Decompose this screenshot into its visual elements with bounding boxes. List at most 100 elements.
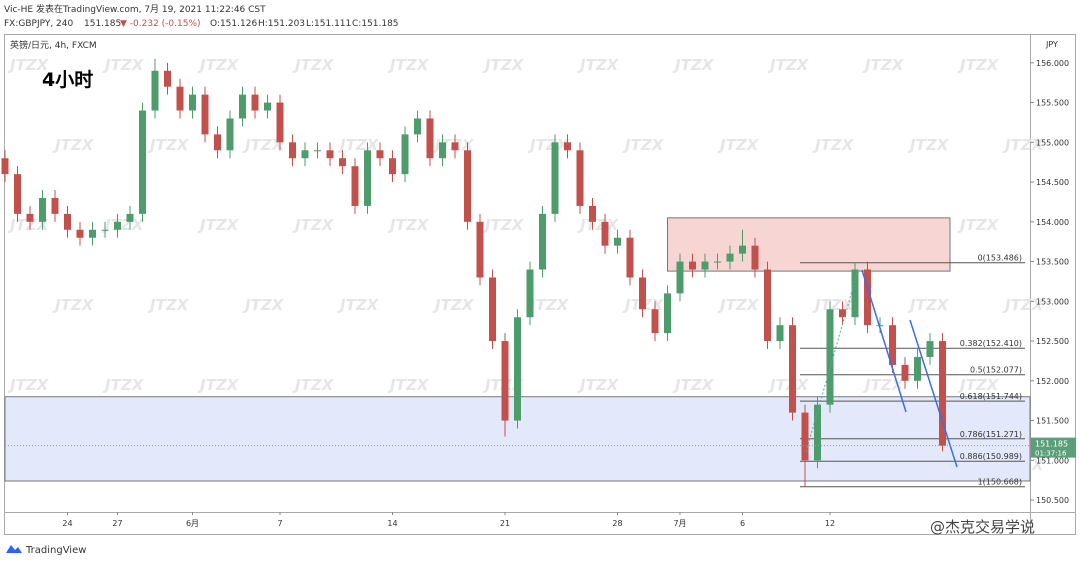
candle-body [164,70,171,87]
candle-body [76,229,84,238]
fib-label: 0.382(152.410) [960,339,1022,348]
fib-label: 0.618(151.744) [960,392,1022,401]
candle-body [276,102,284,143]
x-tick-label: 14 [387,519,397,528]
candle-body [89,229,96,238]
candle-body [426,118,434,159]
watermark: JTZX [577,56,620,74]
candle-body [264,102,271,111]
watermark: JTZX [337,296,380,314]
candle-body [689,261,696,270]
watermark: JTZX [52,296,95,314]
candle-body [139,110,146,214]
y-tick-label: 155.500 [1036,99,1069,108]
watermark: JTZX [482,56,525,74]
candle-body [414,118,421,135]
fib-label: 1(150.668) [978,478,1022,487]
watermark: JTZX [717,136,760,154]
open: O:151.126 [210,19,257,29]
fib-label: 0.5(152.077) [970,366,1022,375]
candle-body [826,309,834,405]
candle-body [64,213,71,230]
candle-body [839,309,846,318]
candle-body [39,197,46,222]
x-tick-label: 21 [500,519,510,528]
candle-body [226,118,234,151]
y-tick-label: 155.000 [1036,138,1069,147]
candle-body [726,253,734,262]
watermark: JTZX [292,216,335,234]
credit: @杰克交易学说 [930,518,1035,536]
candle-body [351,166,359,206]
watermark: JTZX [862,376,905,394]
y-tick-label: 154.500 [1036,178,1069,187]
candle-body [701,261,709,270]
price-badge-timer: 01:37:16 [1035,450,1067,458]
high: H:151.203 [258,19,305,29]
price-badge-value: 151.185 [1035,440,1068,449]
close: C:151.185 [352,19,399,29]
candle-body [889,325,896,365]
symbol: FX:GBPJPY, 240 [4,19,74,29]
candle-body [714,261,721,263]
candle-body [939,341,946,446]
watermark: JTZX [147,296,190,314]
watermark: JTZX [767,376,810,394]
watermark: JTZX [102,216,145,234]
y-tick-label: 152.500 [1036,337,1069,346]
candle-body [814,404,821,461]
watermark: JTZX [197,376,240,394]
watermark: JTZX [242,136,285,154]
candle-body [439,142,446,159]
last-price: 151.185 [84,19,121,29]
watermark: JTZX [672,376,715,394]
watermark: JTZX [1002,296,1045,314]
candle-body [789,325,796,413]
watermark: JTZX [957,56,1000,74]
candle-body [389,158,396,175]
candle-body [801,412,809,461]
price-badge [1031,437,1076,458]
y-tick-label: 150.500 [1036,496,1069,505]
candle-body [564,142,571,151]
candle-body [514,317,521,421]
x-tick-label: 7 [277,519,282,528]
candle-body [289,142,296,159]
watermark: JTZX [622,136,665,154]
candle-body [239,94,246,119]
candle-body [601,221,609,246]
candle-body [751,245,759,270]
watermark: JTZX [387,56,430,74]
candle-body [489,277,496,342]
candle-body [776,325,784,342]
candle-body [676,261,684,294]
watermark: JTZX [672,56,715,74]
candle-body [401,134,409,175]
x-tick-label: 6 [740,519,745,528]
frame [4,34,1076,535]
candle-body [451,142,459,151]
candle-body [251,94,259,111]
candle-body [464,150,471,222]
watermark: JTZX [432,296,475,314]
watermark: JTZX [1002,136,1045,154]
trend-line [861,269,907,413]
candle-body [376,150,384,159]
candle-body [664,293,671,334]
fib-label: 0(153.486) [978,254,1022,263]
watermark: JTZX [292,56,335,74]
y-tick-label: 153.000 [1036,297,1069,306]
plot: JTZX JTZX JTZX JTZX JTZX JTZX JTZX JTZX JTZX JTZX… [1,56,1045,488]
watermark: JTZX [957,216,1000,234]
candle-body [476,221,484,278]
candle-body [364,150,371,206]
fib-label: 0.786(151.271) [960,430,1022,439]
candle-body [626,237,634,278]
candle-body [314,150,321,152]
watermark: JTZX [862,56,905,74]
y-tick-label: 156.000 [1036,59,1069,68]
candle-body [526,269,534,318]
tv-logo [6,545,22,553]
watermark: JTZX [812,136,855,154]
candle-body [551,142,559,214]
